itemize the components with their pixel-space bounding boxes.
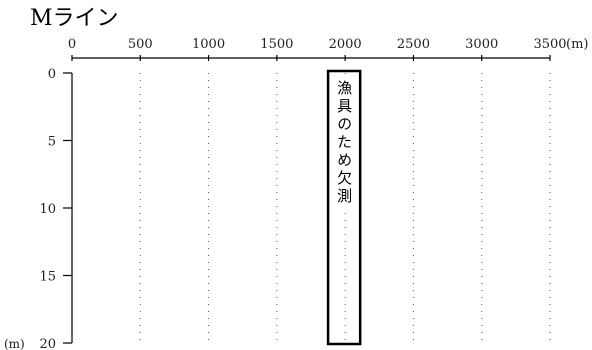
x-tick-label: 500	[128, 37, 153, 52]
y-tick-label: 10	[39, 202, 56, 217]
x-tick-label: 3000	[465, 37, 498, 52]
y-tick-label: 0	[48, 67, 56, 82]
x-tick-label: 1500	[260, 37, 293, 52]
missing-data-annotation-text: 漁具のため欠測	[335, 78, 354, 208]
x-axis-unit: (m)	[566, 37, 588, 52]
y-tick-label: 5	[48, 135, 56, 150]
x-tick-label: 1000	[192, 37, 225, 52]
y-tick-label: 15	[39, 270, 56, 285]
x-tick-label: 0	[68, 37, 76, 52]
y-tick-label: 20	[39, 337, 56, 350]
y-axis-unit: (m)	[4, 337, 25, 350]
missing-data-box	[326, 69, 362, 346]
x-tick-label: 2000	[329, 37, 362, 52]
x-tick-label: 2500	[397, 37, 430, 52]
x-tick-label: 3500	[533, 37, 566, 52]
chart-title: Mライン	[30, 6, 119, 31]
